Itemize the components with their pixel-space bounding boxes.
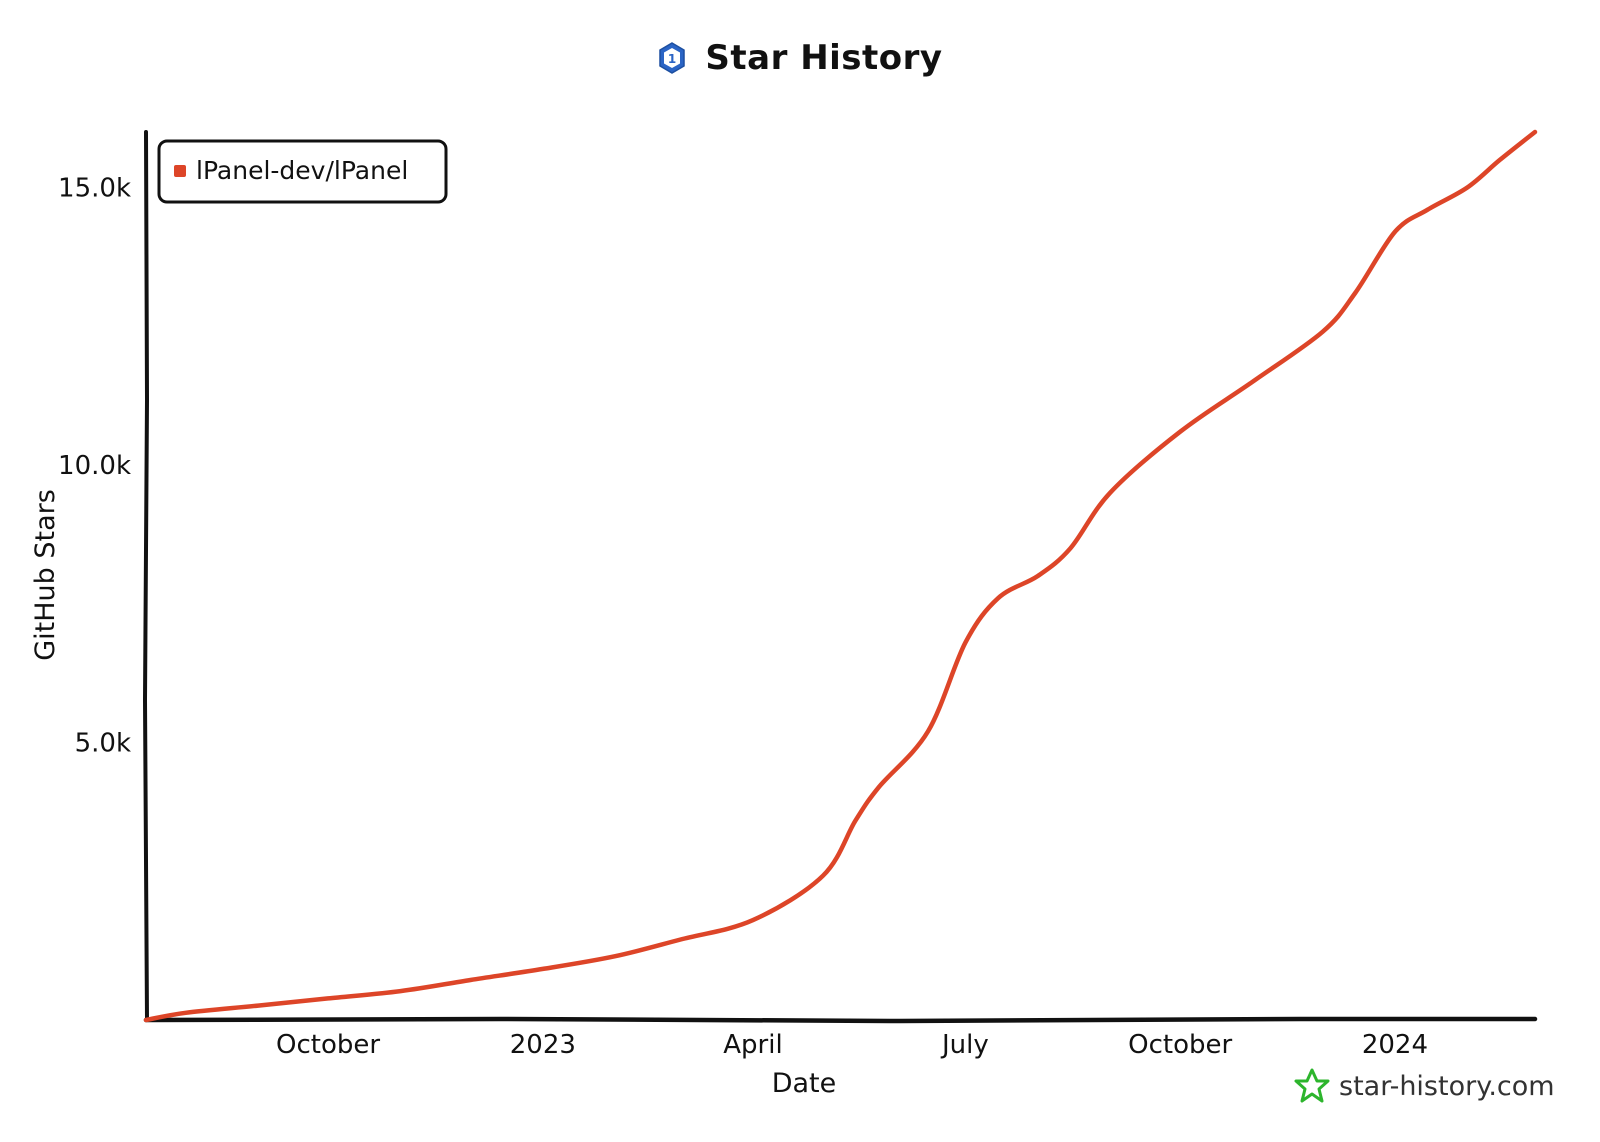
- chart-title-bar: 1 Star History: [0, 38, 1600, 79]
- series-line: [143, 129, 1538, 1023]
- y-tick-label: 15.0k: [58, 174, 131, 204]
- y-axis-title: GitHub Stars: [30, 489, 61, 661]
- x-tick-label: 2023: [510, 1030, 576, 1060]
- x-axis: [143, 1016, 1538, 1024]
- legend: lPanel-dev/lPanel: [157, 139, 448, 204]
- x-tick-label: 2024: [1362, 1030, 1428, 1060]
- legend-label: lPanel-dev/lPanel: [196, 156, 408, 185]
- legend-box: [157, 139, 448, 204]
- x-axis-title: Date: [772, 1068, 837, 1099]
- x-tick-label: April: [723, 1030, 782, 1060]
- y-tick-label: 5.0k: [75, 729, 131, 759]
- x-tick-label: July: [940, 1030, 989, 1060]
- x-axis-ticks: October 2023 April July October 2024: [276, 1030, 1428, 1060]
- site-name: star-history.com: [1339, 1071, 1555, 1102]
- y-axis-ticks: 5.0k 10.0k 15.0k: [58, 174, 131, 759]
- star-outline-icon: [1294, 1068, 1330, 1103]
- x-tick-label: October: [276, 1030, 380, 1060]
- star-history-logo-icon: 1: [659, 42, 686, 74]
- y-axis: [142, 130, 150, 1022]
- legend-swatch: [174, 165, 186, 177]
- x-tick-label: October: [1128, 1030, 1232, 1060]
- site-watermark[interactable]: star-history.com: [1294, 1068, 1555, 1103]
- y-tick-label: 10.0k: [58, 451, 131, 481]
- chart-title: Star History: [705, 38, 943, 78]
- svg-text:1: 1: [668, 52, 676, 66]
